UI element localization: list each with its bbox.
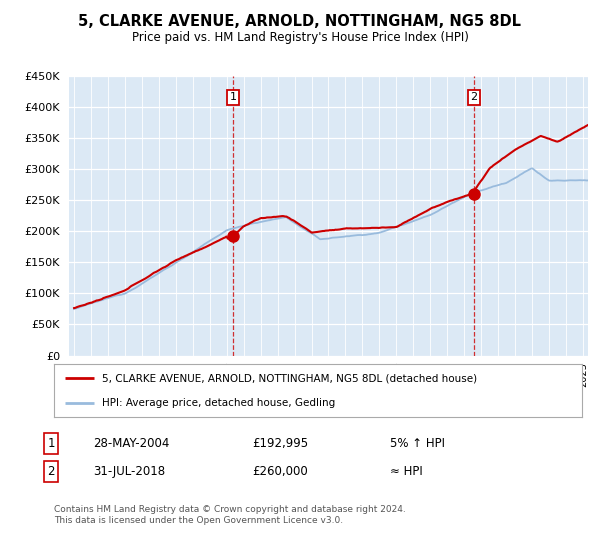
Text: 31-JUL-2018: 31-JUL-2018 — [93, 465, 165, 478]
Text: 5, CLARKE AVENUE, ARNOLD, NOTTINGHAM, NG5 8DL (detached house): 5, CLARKE AVENUE, ARNOLD, NOTTINGHAM, NG… — [101, 374, 476, 384]
Text: 2: 2 — [470, 92, 478, 102]
Text: 28-MAY-2004: 28-MAY-2004 — [93, 437, 169, 450]
Text: ≈ HPI: ≈ HPI — [390, 465, 423, 478]
Text: 2: 2 — [47, 465, 55, 478]
Text: 5, CLARKE AVENUE, ARNOLD, NOTTINGHAM, NG5 8DL: 5, CLARKE AVENUE, ARNOLD, NOTTINGHAM, NG… — [79, 14, 521, 29]
Text: 5% ↑ HPI: 5% ↑ HPI — [390, 437, 445, 450]
Text: £260,000: £260,000 — [252, 465, 308, 478]
Text: £192,995: £192,995 — [252, 437, 308, 450]
Text: 1: 1 — [230, 92, 236, 102]
Text: 1: 1 — [47, 437, 55, 450]
Text: HPI: Average price, detached house, Gedling: HPI: Average price, detached house, Gedl… — [101, 398, 335, 408]
Text: Price paid vs. HM Land Registry's House Price Index (HPI): Price paid vs. HM Land Registry's House … — [131, 31, 469, 44]
Text: Contains HM Land Registry data © Crown copyright and database right 2024.
This d: Contains HM Land Registry data © Crown c… — [54, 505, 406, 525]
